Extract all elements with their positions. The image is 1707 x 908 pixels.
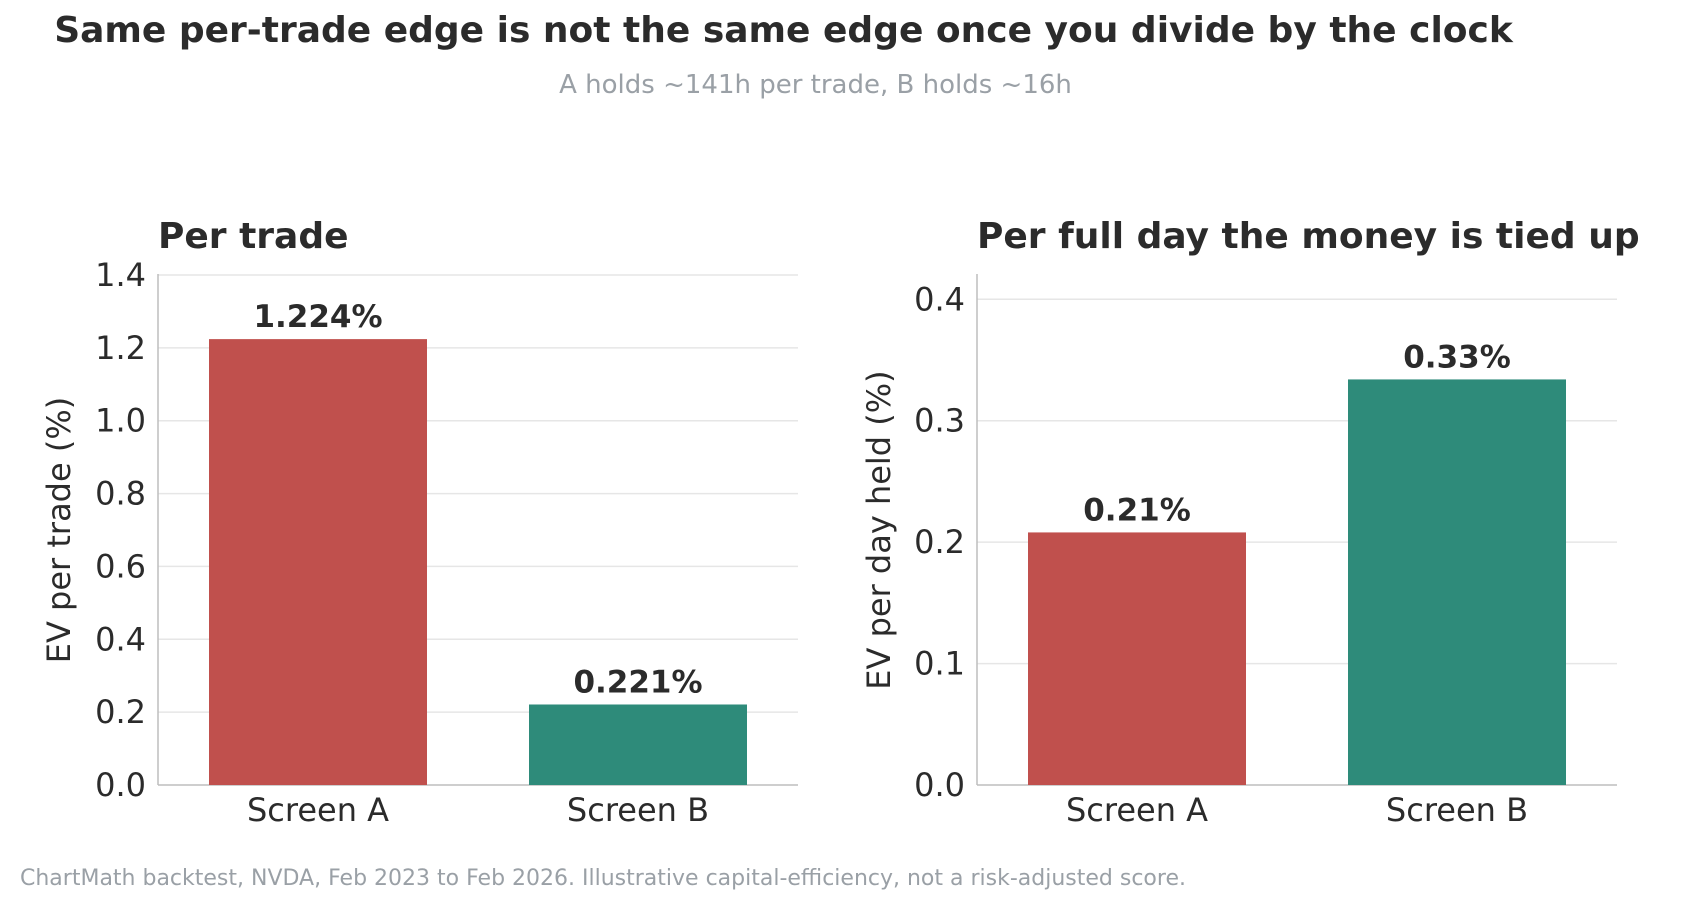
panel1-ylabel: EV per trade (%) <box>40 397 78 663</box>
panel1-ytick-label: 0.8 <box>95 475 146 513</box>
panel1-bar-screen-a <box>209 339 427 785</box>
panel1-data-label: 1.224% <box>253 299 382 335</box>
panel1-ytick-label: 0.6 <box>95 547 146 585</box>
panel2-data-label: 0.21% <box>1083 492 1191 528</box>
panel1-ytick-label: 1.0 <box>95 402 146 440</box>
panel2-data-label: 0.33% <box>1403 339 1511 375</box>
panel2-ytick-label: 0.2 <box>914 523 965 561</box>
panel1-xtick-label: Screen B <box>567 791 709 829</box>
panel2-bar-screen-b <box>1348 379 1566 785</box>
panel1-ytick-label: 1.4 <box>95 256 146 294</box>
footnote: ChartMath backtest, NVDA, Feb 2023 to Fe… <box>20 866 1186 891</box>
chart-subtitle: A holds ~141h per trade, B holds ~16h <box>559 70 1072 100</box>
panel1-title: Per trade <box>158 216 349 257</box>
panel1-ytick-label: 1.2 <box>95 329 146 367</box>
panel1-data-label: 0.221% <box>573 664 702 700</box>
panel2-xtick-label: Screen B <box>1386 791 1528 829</box>
panel1-bar-screen-b <box>529 704 747 785</box>
panel2-bar-screen-a <box>1028 532 1246 785</box>
panel1-ytick-label: 0.2 <box>95 693 146 731</box>
panel1-ytick-label: 0.4 <box>95 620 146 658</box>
panel2-title: Per full day the money is tied up <box>977 216 1640 257</box>
panel1-xtick-label: Screen A <box>247 791 389 829</box>
chart-title: Same per-trade edge is not the same edge… <box>54 10 1513 51</box>
panel2-xtick-label: Screen A <box>1066 791 1208 829</box>
panel1-ytick-label: 0.0 <box>95 766 146 804</box>
panel2-ytick-label: 0.4 <box>914 280 965 318</box>
panel2-ytick-label: 0.0 <box>914 766 965 804</box>
panel2-ylabel: EV per day held (%) <box>860 370 898 689</box>
panel2-ytick-label: 0.1 <box>914 645 965 683</box>
panel2-ytick-label: 0.3 <box>914 402 965 440</box>
